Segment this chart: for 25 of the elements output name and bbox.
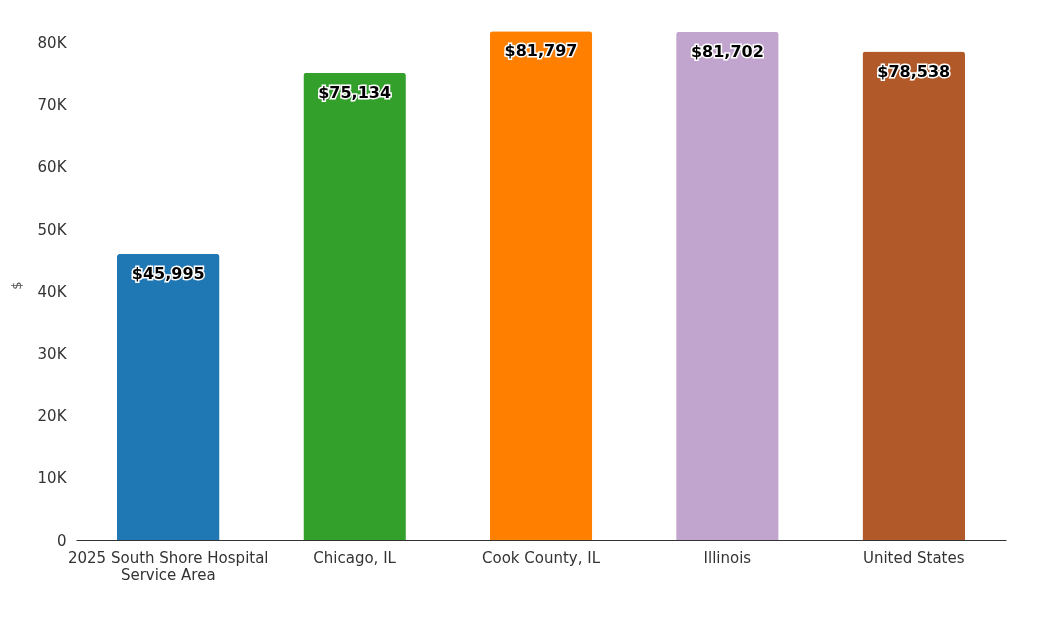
data-label: $78,538 (877, 61, 951, 81)
y-tick-label: 20K (37, 407, 68, 426)
data-label: $81,797 (504, 41, 578, 61)
data-label: $81,702 (690, 41, 764, 61)
x-tick-label: Cook County, IL (481, 548, 601, 567)
y-tick-label: 50K (37, 220, 68, 239)
bar (117, 253, 220, 540)
y-tick-label: 70K (37, 96, 68, 115)
x-tick-label: Chicago, IL (313, 548, 397, 567)
y-tick-label: 60K (37, 158, 68, 177)
data-label: $45,995 (131, 263, 205, 283)
x-tick-label: Illinois (703, 548, 752, 567)
y-tick-label: 10K (37, 469, 68, 488)
y-tick-label: 40K (37, 282, 68, 301)
x-tick-label: 2025 South Shore Hospital Service Area (67, 548, 269, 584)
bar (489, 31, 593, 540)
y-tick-label: 80K (37, 33, 68, 52)
y-axis-title: $ (8, 281, 24, 290)
bar (303, 72, 406, 540)
data-label: $75,134 (318, 82, 392, 102)
bar (862, 51, 965, 540)
x-tick-label: United States (862, 548, 965, 567)
y-tick-label: 30K (37, 344, 68, 363)
y-tick-label: 0 (56, 531, 67, 550)
bar (676, 31, 779, 540)
